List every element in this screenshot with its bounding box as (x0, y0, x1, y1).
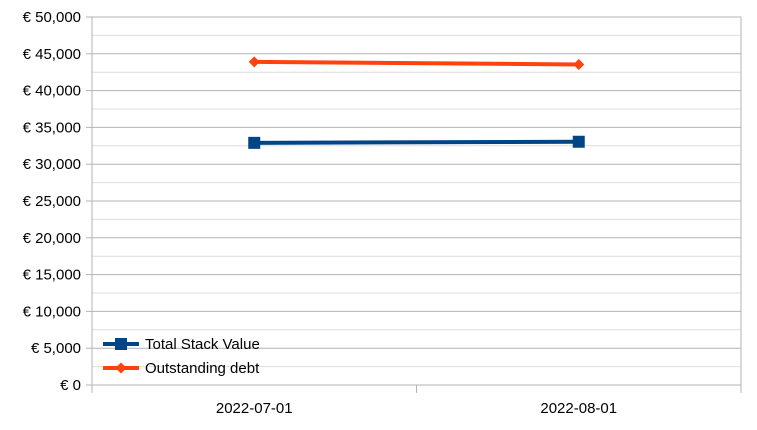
y-tick-label: € 30,000 (23, 156, 81, 173)
series-line (254, 139, 579, 145)
legend-marker (115, 338, 127, 350)
data-point (248, 56, 260, 68)
y-axis-ticks: € 0 € 5,000 € 10,000 € 15,000 € 20,000 € 25,0… (23, 9, 92, 394)
x-tick-label: 2022-07-01 (216, 400, 293, 417)
grid (92, 16, 741, 386)
data-point (248, 136, 261, 149)
data-point (573, 58, 585, 70)
legend-entry: Total Stack Value (103, 336, 260, 353)
y-tick-label: € 0 (60, 377, 81, 394)
series-2 (248, 56, 585, 70)
y-tick-label: € 35,000 (23, 119, 81, 136)
y-tick-label: € 25,000 (23, 193, 81, 210)
series-1 (248, 135, 585, 149)
legend: Total Stack Value Outstanding debt (103, 336, 260, 377)
series-line (254, 59, 579, 67)
y-tick-label: € 50,000 (23, 9, 81, 26)
y-tick-label: € 20,000 (23, 230, 81, 247)
legend-label: Outstanding debt (145, 360, 260, 377)
data-point (572, 135, 585, 148)
y-tick-label: € 45,000 (23, 46, 81, 63)
y-tick-label: € 10,000 (23, 303, 81, 320)
x-tick-label: 2022-08-01 (540, 400, 617, 417)
legend-marker (115, 362, 127, 374)
y-tick-label: € 15,000 (23, 267, 81, 284)
series (248, 56, 585, 149)
x-axis-ticks: 2022-07-01 2022-08-01 (91, 385, 742, 417)
legend-label: Total Stack Value (145, 336, 260, 353)
y-tick-label: € 40,000 (23, 83, 81, 100)
legend-entry: Outstanding debt (103, 360, 260, 377)
y-tick-label: € 5,000 (31, 340, 81, 357)
